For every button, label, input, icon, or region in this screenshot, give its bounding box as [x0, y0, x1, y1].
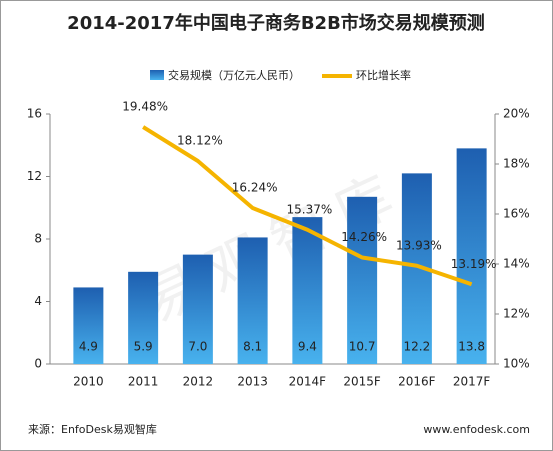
- line-label: 14.26%: [341, 230, 387, 244]
- bar: [347, 196, 378, 364]
- website: www.enfodesk.com: [423, 423, 530, 436]
- x-tick-label: 2017F: [453, 375, 491, 389]
- bar-label: 8.1: [243, 340, 262, 354]
- y2-tick-label: 10%: [503, 357, 530, 371]
- y-tick-label: 12: [27, 169, 42, 183]
- legend-label: 交易规模（万亿元人民币）: [168, 68, 300, 82]
- bar-label: 13.8: [458, 340, 485, 354]
- line-label: 16.24%: [232, 181, 278, 195]
- y-tick-label: 0: [34, 357, 42, 371]
- x-tick-label: 2013: [237, 375, 268, 389]
- x-tick-label: 2014F: [289, 375, 327, 389]
- bar: [292, 217, 323, 364]
- line-label: 19.48%: [122, 100, 168, 114]
- y-tick-label: 4: [34, 294, 42, 308]
- bar: [128, 271, 159, 364]
- bar-label: 12.2: [404, 340, 431, 354]
- y2-tick-label: 18%: [503, 157, 530, 171]
- bar-label: 9.4: [298, 340, 317, 354]
- y2-tick-label: 14%: [503, 257, 530, 271]
- y2-tick-label: 20%: [503, 107, 530, 121]
- chart-title: 2014-2017年中国电子商务B2B市场交易规模预测: [67, 12, 485, 34]
- bar-label: 4.9: [79, 340, 98, 354]
- bar: [237, 237, 268, 364]
- bar-label: 7.0: [188, 340, 207, 354]
- y2-tick-label: 12%: [503, 307, 530, 321]
- bar: [182, 254, 213, 364]
- line-label: 13.93%: [396, 238, 442, 252]
- x-tick-label: 2015F: [343, 375, 381, 389]
- x-tick-label: 2016F: [398, 375, 436, 389]
- y-tick-label: 16: [27, 107, 42, 121]
- x-tick-label: 2010: [73, 375, 104, 389]
- bar: [73, 287, 104, 364]
- x-tick-label: 2012: [183, 375, 214, 389]
- bar-label: 10.7: [349, 340, 376, 354]
- bar-label: 5.9: [134, 340, 153, 354]
- y-tick-label: 8: [34, 232, 42, 246]
- bar: [456, 148, 487, 364]
- line: [142, 125, 473, 287]
- line-label: 18.12%: [177, 134, 223, 148]
- legend-swatch: [150, 70, 164, 80]
- legend-label: 环比增长率: [356, 68, 411, 82]
- line-label: 15.37%: [286, 202, 332, 216]
- y2-tick-label: 16%: [503, 207, 530, 221]
- source: 来源：EnfoDesk易观智库: [28, 422, 157, 436]
- x-tick-label: 2011: [128, 375, 159, 389]
- line-label: 13.19%: [451, 257, 497, 271]
